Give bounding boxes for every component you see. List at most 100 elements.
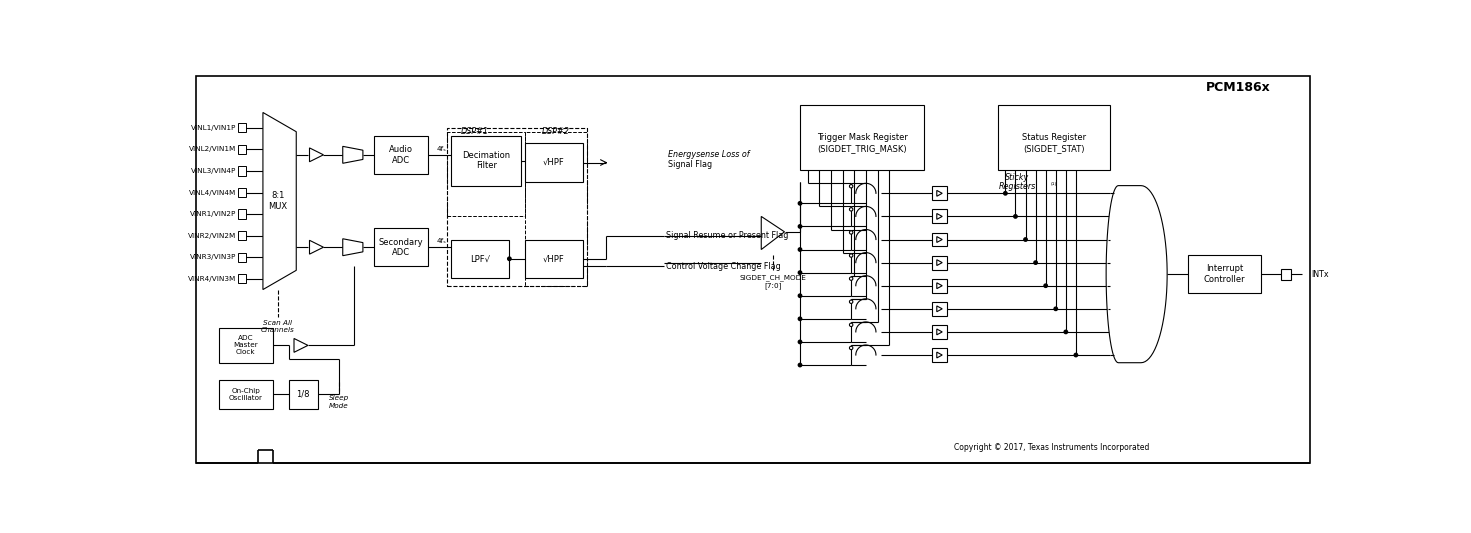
Circle shape: [849, 323, 853, 327]
Text: SIGDET_CH_MODE: SIGDET_CH_MODE: [740, 274, 806, 281]
FancyBboxPatch shape: [931, 348, 947, 362]
Polygon shape: [343, 147, 363, 163]
Circle shape: [849, 346, 853, 350]
Circle shape: [799, 201, 802, 205]
FancyBboxPatch shape: [288, 379, 318, 409]
FancyBboxPatch shape: [374, 228, 428, 266]
FancyBboxPatch shape: [238, 231, 246, 240]
Polygon shape: [937, 306, 943, 312]
Text: (SIGDET_STAT): (SIGDET_STAT): [1022, 144, 1084, 153]
Circle shape: [849, 208, 853, 211]
Text: On-Chip
Oscillator: On-Chip Oscillator: [229, 388, 263, 401]
FancyBboxPatch shape: [219, 379, 274, 409]
Circle shape: [849, 254, 853, 257]
Text: Trigger Mask Register: Trigger Mask Register: [816, 133, 908, 142]
Text: VINL1/VIN1P: VINL1/VIN1P: [191, 125, 237, 131]
Text: 8:1
MUX: 8:1 MUX: [268, 191, 287, 211]
Polygon shape: [937, 283, 943, 289]
FancyBboxPatch shape: [238, 209, 246, 219]
FancyBboxPatch shape: [238, 274, 246, 284]
FancyBboxPatch shape: [800, 105, 924, 170]
Circle shape: [1034, 261, 1037, 264]
Text: Sleep: Sleep: [328, 395, 349, 401]
Text: 4fₛ: 4fₛ: [437, 146, 446, 152]
Text: (SIGDET_TRIG_MASK): (SIGDET_TRIG_MASK): [818, 144, 906, 153]
Polygon shape: [937, 190, 943, 196]
FancyBboxPatch shape: [525, 239, 583, 278]
FancyBboxPatch shape: [931, 279, 947, 293]
Text: Status Register: Status Register: [1022, 133, 1086, 142]
Circle shape: [1014, 215, 1016, 218]
Circle shape: [1024, 238, 1027, 241]
Circle shape: [799, 317, 802, 320]
Polygon shape: [294, 338, 307, 352]
Polygon shape: [937, 237, 943, 243]
Text: DSP#1: DSP#1: [460, 127, 488, 136]
Text: [7:0]: [7:0]: [765, 282, 781, 289]
FancyBboxPatch shape: [238, 253, 246, 262]
Circle shape: [1055, 307, 1058, 311]
Circle shape: [799, 225, 802, 228]
FancyBboxPatch shape: [931, 302, 947, 316]
Circle shape: [799, 364, 802, 367]
Text: DSP#2: DSP#2: [541, 127, 569, 136]
FancyBboxPatch shape: [238, 145, 246, 154]
Polygon shape: [937, 214, 943, 220]
Circle shape: [1074, 353, 1078, 357]
Circle shape: [1044, 284, 1047, 287]
Text: √HPF: √HPF: [543, 158, 565, 167]
Text: Scan All: Scan All: [263, 320, 293, 326]
Polygon shape: [937, 352, 943, 358]
FancyBboxPatch shape: [1187, 255, 1261, 294]
Circle shape: [1003, 192, 1008, 195]
Text: ⁽¹⁾: ⁽¹⁾: [1050, 183, 1056, 189]
FancyBboxPatch shape: [452, 135, 521, 185]
FancyBboxPatch shape: [219, 328, 274, 363]
Circle shape: [849, 300, 853, 303]
Text: Mode: Mode: [330, 403, 349, 409]
Text: Secondary
ADC: Secondary ADC: [378, 238, 424, 257]
Text: PCM186x: PCM186x: [1206, 82, 1271, 94]
Text: VINL4/VIN4M: VINL4/VIN4M: [190, 190, 237, 196]
Text: Copyright © 2017, Texas Instruments Incorporated: Copyright © 2017, Texas Instruments Inco…: [955, 443, 1149, 452]
Text: Energysense Loss of: Energysense Loss of: [668, 150, 750, 159]
Circle shape: [849, 184, 853, 188]
Circle shape: [799, 340, 802, 344]
Text: Sticky: Sticky: [1005, 173, 1030, 182]
Text: Registers: Registers: [999, 182, 1036, 191]
Text: VINR3/VIN3P: VINR3/VIN3P: [190, 254, 237, 260]
FancyBboxPatch shape: [931, 256, 947, 270]
Circle shape: [799, 271, 802, 274]
FancyBboxPatch shape: [238, 166, 246, 175]
Circle shape: [1064, 330, 1068, 334]
Text: Control Voltage Change Flag: Control Voltage Change Flag: [666, 262, 781, 271]
FancyBboxPatch shape: [452, 239, 509, 278]
Text: VINR1/VIN2P: VINR1/VIN2P: [190, 211, 237, 217]
Text: Interrupt
Controller: Interrupt Controller: [1203, 264, 1244, 284]
FancyBboxPatch shape: [238, 188, 246, 197]
Text: √HPF: √HPF: [543, 254, 565, 263]
FancyBboxPatch shape: [931, 325, 947, 339]
Text: Audio
ADC: Audio ADC: [388, 145, 413, 165]
Polygon shape: [263, 112, 296, 289]
Text: VINR4/VIN3M: VINR4/VIN3M: [188, 276, 237, 282]
Circle shape: [799, 294, 802, 297]
Text: VINR2/VIN2M: VINR2/VIN2M: [188, 233, 237, 239]
Text: LPF√: LPF√: [471, 254, 490, 263]
Text: Decimation
Filter: Decimation Filter: [462, 151, 510, 171]
Polygon shape: [309, 240, 324, 254]
Text: 4fₛ: 4fₛ: [437, 238, 446, 244]
Text: VINL2/VIN1M: VINL2/VIN1M: [190, 147, 237, 152]
FancyBboxPatch shape: [931, 187, 947, 200]
Polygon shape: [762, 216, 784, 249]
FancyBboxPatch shape: [931, 209, 947, 223]
Circle shape: [507, 257, 510, 261]
FancyBboxPatch shape: [238, 123, 246, 133]
Text: ADC
Master
Clock: ADC Master Clock: [234, 335, 259, 356]
Polygon shape: [937, 329, 943, 335]
Polygon shape: [343, 239, 363, 256]
Text: Signal Resume or Present Flag: Signal Resume or Present Flag: [666, 231, 788, 240]
Circle shape: [799, 248, 802, 251]
Text: INTx: INTx: [1312, 270, 1330, 279]
FancyBboxPatch shape: [374, 135, 428, 174]
